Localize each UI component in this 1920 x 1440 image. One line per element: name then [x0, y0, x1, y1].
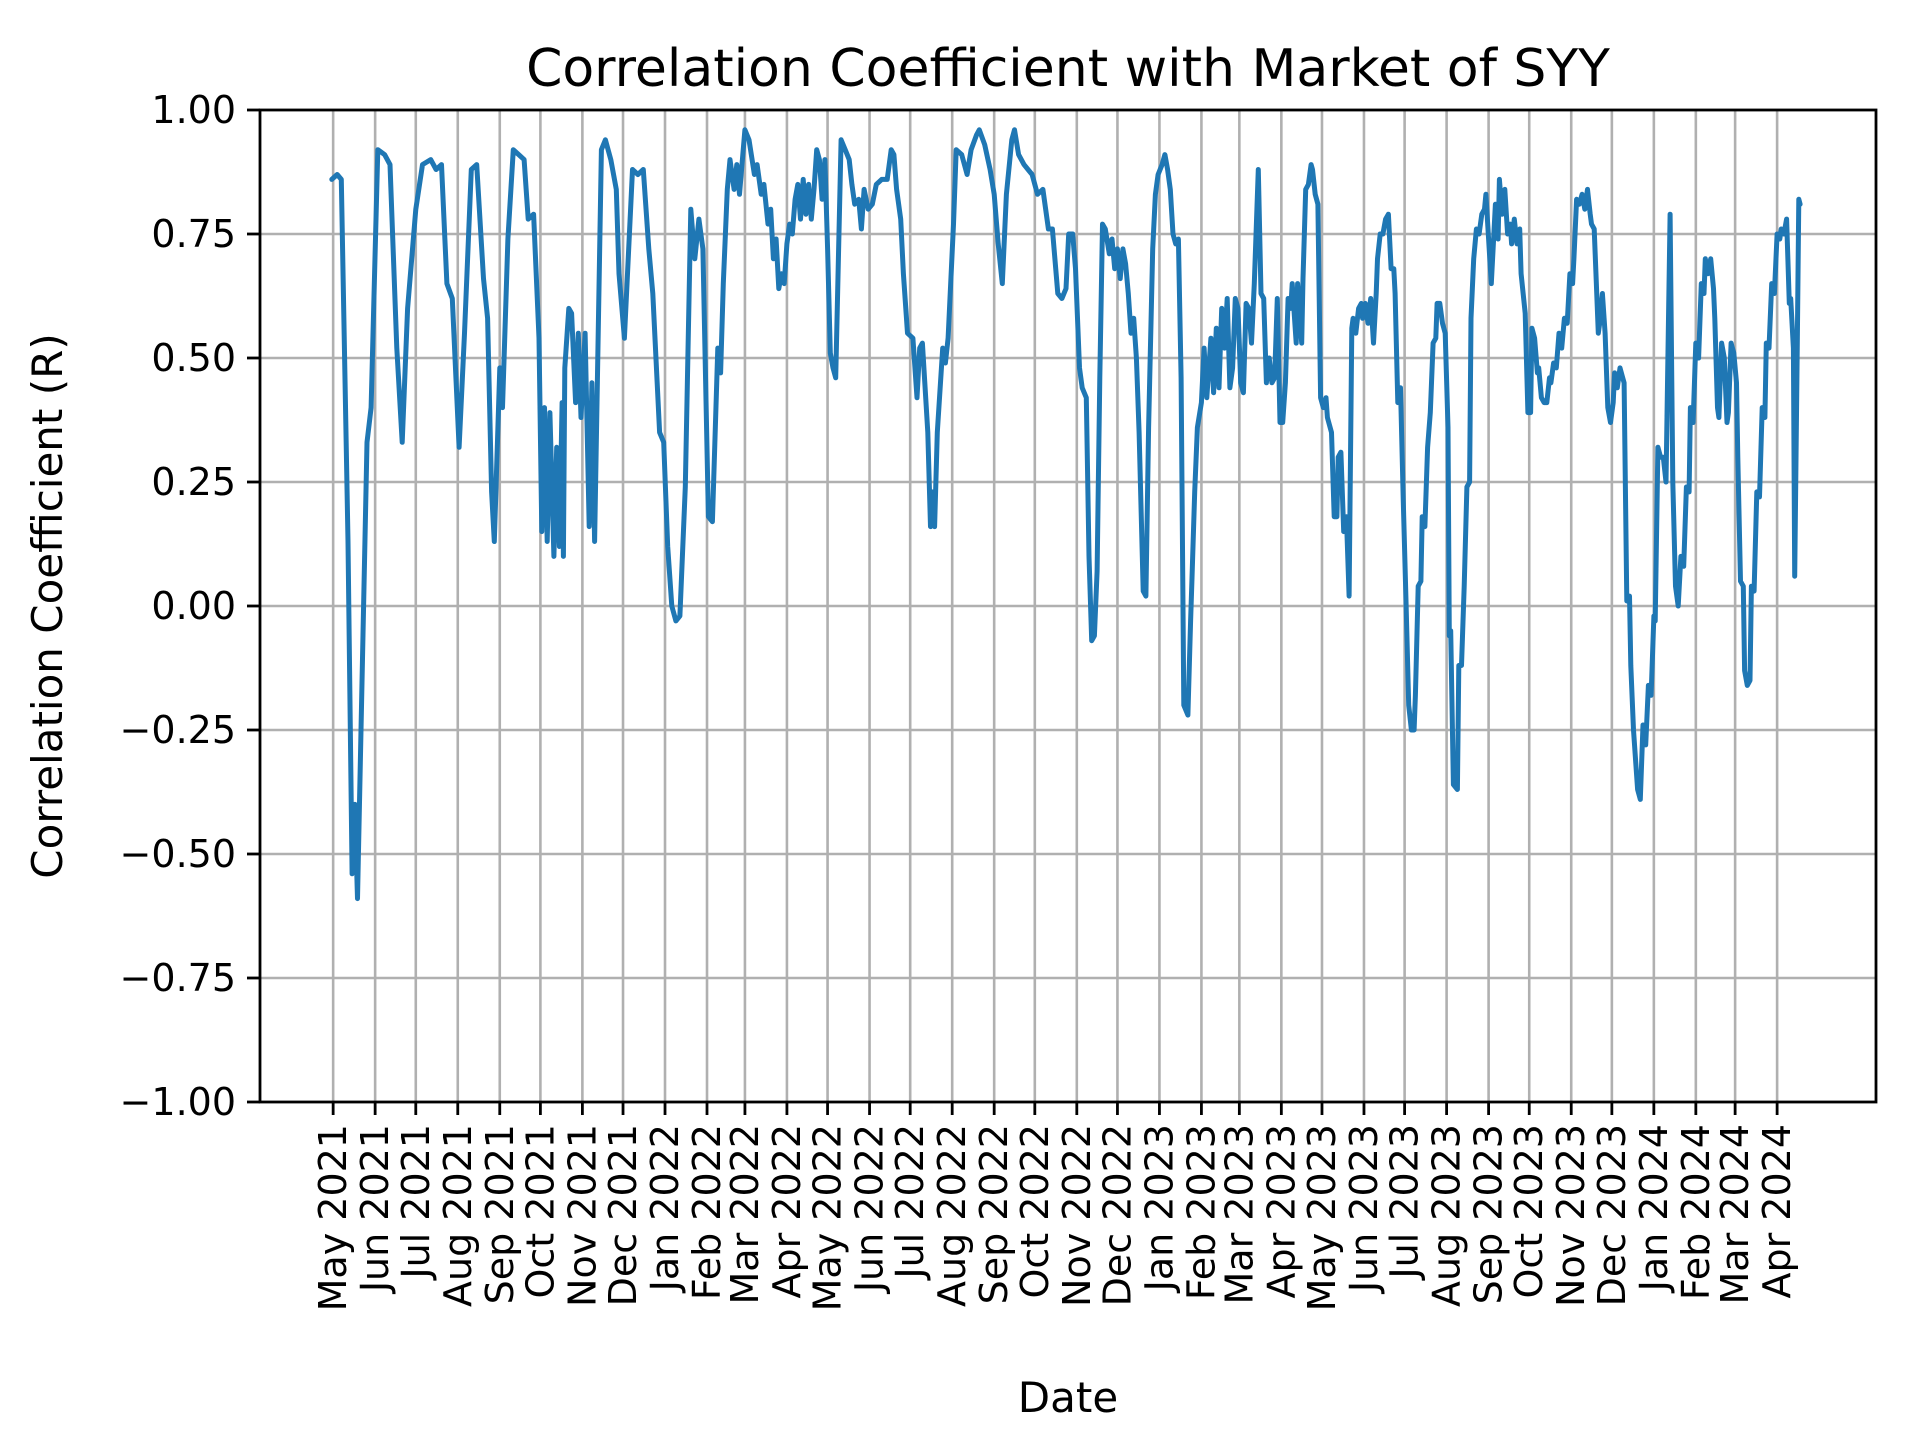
- y-tick-label: −0.50: [120, 832, 236, 876]
- x-tick-label: May 2023: [1300, 1124, 1344, 1311]
- y-tick-label: 1.00: [151, 88, 236, 132]
- x-tick-label: Sep 2021: [478, 1124, 522, 1304]
- x-tick-label: Dec 2021: [601, 1124, 645, 1306]
- x-tick-label: Mar 2022: [723, 1124, 767, 1304]
- x-tick-label: Apr 2023: [1259, 1124, 1303, 1299]
- x-tick-label: Apr 2024: [1755, 1124, 1799, 1299]
- x-tick-label: Mar 2023: [1217, 1124, 1261, 1304]
- x-tick-label: Nov 2021: [560, 1124, 604, 1307]
- x-tick-label: Jun 2021: [353, 1124, 397, 1294]
- x-tick-label: Nov 2023: [1549, 1124, 1593, 1307]
- y-tick-label: −0.75: [120, 956, 236, 1000]
- x-axis-label: Date: [1018, 1373, 1118, 1422]
- x-tick-label: Jun 2022: [848, 1124, 892, 1294]
- x-tick-label: Oct 2021: [518, 1124, 562, 1299]
- x-tick-label: Aug 2021: [436, 1124, 480, 1307]
- x-tick-label: Jul 2023: [1383, 1124, 1427, 1281]
- x-tick-label: Feb 2023: [1179, 1124, 1223, 1300]
- x-tick-label: Feb 2022: [685, 1124, 729, 1300]
- x-tick-label: May 2022: [806, 1124, 850, 1311]
- x-tick-label: Aug 2023: [1425, 1124, 1469, 1307]
- data-series: [329, 127, 1803, 902]
- x-tick-label: Apr 2022: [765, 1124, 809, 1299]
- x-tick-label: Jan 2024: [1632, 1124, 1676, 1293]
- x-tick-label: May 2021: [311, 1124, 355, 1311]
- x-tick-label: Aug 2022: [930, 1124, 974, 1307]
- x-tick-label: Sep 2022: [972, 1124, 1016, 1304]
- x-tick-label: Dec 2023: [1590, 1124, 1634, 1306]
- x-tick-label: Oct 2022: [1013, 1124, 1057, 1299]
- x-tick-label: Feb 2024: [1674, 1124, 1718, 1300]
- x-tick-label: Jan 2022: [643, 1124, 687, 1293]
- x-tick-label: Sep 2023: [1467, 1124, 1511, 1304]
- x-tick-label: Nov 2022: [1055, 1124, 1099, 1307]
- y-tick-label: 0.50: [151, 336, 236, 380]
- x-tick-label: Jan 2023: [1137, 1124, 1181, 1293]
- y-tick-label: −0.25: [120, 708, 236, 752]
- y-tick-label: −1.00: [120, 1080, 236, 1124]
- gridlines: [260, 110, 1876, 1102]
- chart-title: Correlation Coefficient with Market of S…: [526, 39, 1610, 99]
- x-tick-label: Jun 2023: [1342, 1124, 1386, 1294]
- x-tick-label: Oct 2023: [1507, 1124, 1551, 1299]
- y-axis-label: Correlation Coefficient (R): [23, 333, 72, 878]
- axis-ticks: [247, 108, 1779, 1115]
- x-tick-label: Dec 2022: [1095, 1124, 1139, 1306]
- y-tick-labels: 1.00 0.75 0.50 0.25 0.00 −0.25 −0.50 −0.75 −1.00: [120, 88, 236, 1124]
- y-tick-label: 0.75: [151, 212, 236, 256]
- x-tick-label: Mar 2024: [1713, 1124, 1757, 1304]
- correlation-line: [329, 127, 1803, 902]
- y-tick-label: 0.00: [151, 584, 236, 628]
- y-tick-label: 0.25: [151, 460, 236, 504]
- x-tick-label: Jul 2022: [888, 1124, 932, 1281]
- x-tick-label: Jul 2021: [394, 1124, 438, 1281]
